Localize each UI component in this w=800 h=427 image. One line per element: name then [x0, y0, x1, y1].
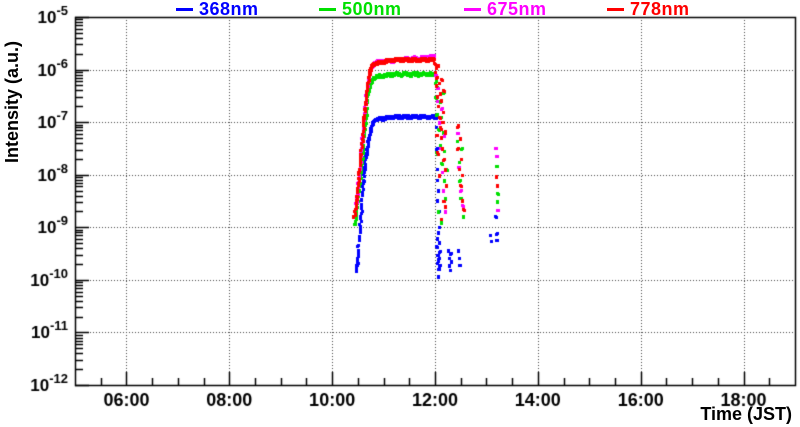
- legend-label: 500nm: [342, 0, 402, 19]
- legend-line-icon: [464, 8, 481, 11]
- legend-item: 368nm: [176, 0, 259, 19]
- legend-item: 500nm: [319, 0, 402, 19]
- legend-label: 778nm: [630, 0, 690, 19]
- legend-label: 368nm: [199, 0, 259, 19]
- y-axis-title: Intensity (a.u.): [2, 40, 22, 163]
- legend-line-icon: [176, 8, 193, 11]
- legend-line-icon: [607, 8, 624, 11]
- legend-item: 675nm: [464, 0, 547, 19]
- legend-line-icon: [319, 8, 336, 11]
- legend-label: 675nm: [487, 0, 547, 19]
- legend-item: 778nm: [607, 0, 690, 19]
- x-axis-title: Time (JST): [700, 404, 792, 424]
